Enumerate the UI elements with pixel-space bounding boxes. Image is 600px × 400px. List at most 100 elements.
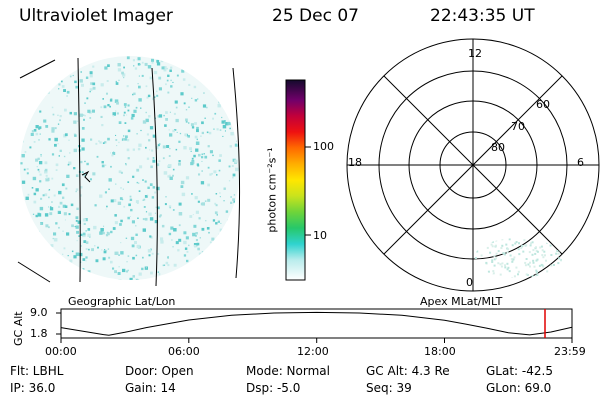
speckle <box>86 97 89 100</box>
speckle <box>66 174 70 178</box>
speckle <box>125 163 127 165</box>
aurora-speckle <box>502 252 505 255</box>
speckle <box>134 241 137 244</box>
speckle <box>158 275 162 279</box>
speckle <box>147 249 152 253</box>
speckle <box>205 220 207 222</box>
speckle <box>183 61 186 64</box>
speckle <box>33 59 36 63</box>
speckle <box>81 127 85 130</box>
speckle <box>174 129 176 131</box>
speckle <box>102 142 105 144</box>
speckle <box>135 225 137 227</box>
aurora-speckle <box>479 243 482 246</box>
speckle <box>29 146 32 149</box>
speckle <box>51 127 55 131</box>
speckle <box>197 164 200 167</box>
speckle <box>218 233 221 236</box>
aurora-speckle <box>511 260 514 263</box>
speckle <box>40 154 42 156</box>
speckle <box>137 83 139 85</box>
speckle <box>168 155 171 157</box>
aurora-speckle <box>530 242 532 245</box>
aurora-speckle <box>529 244 532 247</box>
speckle <box>177 249 180 252</box>
speckle <box>117 63 121 67</box>
speckle <box>201 153 204 156</box>
aurora-speckle <box>557 252 560 255</box>
speckle <box>87 109 91 113</box>
speckle <box>28 231 30 233</box>
speckle <box>74 134 77 137</box>
aurora-speckle <box>485 261 488 264</box>
aurora-speckle <box>532 261 535 264</box>
speckle <box>191 193 193 195</box>
speckle <box>82 268 85 270</box>
speckle <box>214 93 217 96</box>
speckle <box>135 233 138 236</box>
speckle <box>107 137 110 141</box>
chart-ytick-9: 9.0 <box>30 306 48 319</box>
speckle <box>172 246 174 248</box>
speckle <box>77 220 81 224</box>
speckle <box>118 121 122 124</box>
speckle <box>203 153 205 155</box>
speckle <box>195 235 197 237</box>
speckle <box>157 144 160 147</box>
speckle <box>53 232 57 236</box>
speckle <box>80 272 84 276</box>
speckle <box>92 172 96 176</box>
speckle <box>98 140 100 142</box>
speckle <box>68 161 72 165</box>
speckle <box>145 211 148 213</box>
speckle <box>32 56 35 59</box>
speckle <box>191 97 193 99</box>
speckle <box>48 206 50 208</box>
speckle <box>20 117 22 119</box>
speckle <box>195 61 199 66</box>
speckle <box>44 161 48 165</box>
speckle <box>144 217 148 221</box>
speckle <box>167 91 170 94</box>
speckle <box>178 212 183 216</box>
speckle <box>183 254 187 257</box>
speckle <box>207 183 210 187</box>
speckle <box>40 223 42 225</box>
speckle <box>24 151 27 153</box>
speckle <box>107 64 110 67</box>
speckle <box>142 218 145 221</box>
speckle <box>154 220 158 224</box>
aurora-speckle <box>555 252 558 255</box>
aurora-speckle <box>491 245 494 248</box>
speckle <box>133 92 136 95</box>
speckle <box>100 83 104 87</box>
speckle <box>101 164 105 168</box>
speckle <box>196 129 199 133</box>
aurora-speckle <box>504 253 506 256</box>
speckle <box>48 189 51 191</box>
aurora-speckle <box>533 265 536 268</box>
speckle <box>57 257 60 259</box>
speckle <box>49 79 52 81</box>
speckle <box>153 96 156 98</box>
aurora-speckle <box>546 270 549 273</box>
aurora-speckle <box>476 250 479 253</box>
aurora-speckle <box>549 244 552 247</box>
speckle <box>151 252 154 255</box>
speckle <box>65 187 68 190</box>
speckle <box>63 247 66 250</box>
speckle <box>55 163 59 167</box>
speckle <box>150 271 153 275</box>
info-glon: GLon: 69.0 <box>486 381 552 395</box>
speckle <box>207 145 210 148</box>
aurora-speckle <box>515 266 518 269</box>
info-ip: IP: 36.0 <box>10 381 56 395</box>
speckle <box>37 83 40 86</box>
speckle <box>228 246 232 249</box>
speckle <box>112 227 116 230</box>
speckle <box>121 198 124 201</box>
date-label: 25 Dec 07 <box>272 6 359 26</box>
speckle <box>179 132 182 135</box>
speckle <box>42 93 46 97</box>
speckle <box>130 208 133 212</box>
